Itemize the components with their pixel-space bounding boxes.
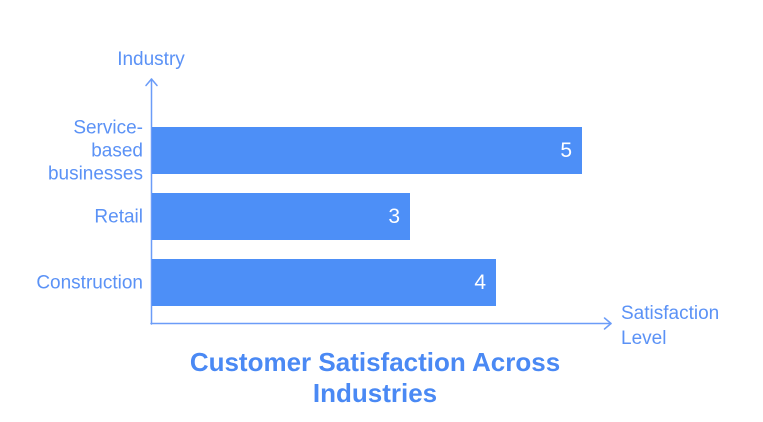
category-label: Service-based businesses [0, 116, 143, 185]
chart-title: Customer Satisfaction Across Industries [189, 347, 561, 408]
category-label-line: Construction [36, 272, 143, 293]
bar: 3 [152, 193, 410, 240]
y-axis-arrowhead-icon [145, 78, 158, 87]
category-label-line: Service- [73, 117, 143, 138]
category-label: Construction [0, 271, 143, 294]
bar-value-label: 5 [560, 138, 572, 162]
category-label: Retail [0, 205, 143, 228]
category-label-line: businesses [47, 163, 143, 184]
x-axis-title: Satisfaction Level [621, 303, 720, 349]
x-axis-arrowhead-icon [603, 317, 612, 330]
category-label-line: Retail [94, 206, 143, 227]
bar: 4 [152, 259, 496, 306]
y-axis-title: Industry [117, 49, 185, 70]
category-label-line: based [91, 140, 143, 161]
bar-value-label: 3 [388, 204, 400, 228]
bar-value-label: 4 [474, 270, 486, 294]
bar: 5 [152, 127, 582, 174]
